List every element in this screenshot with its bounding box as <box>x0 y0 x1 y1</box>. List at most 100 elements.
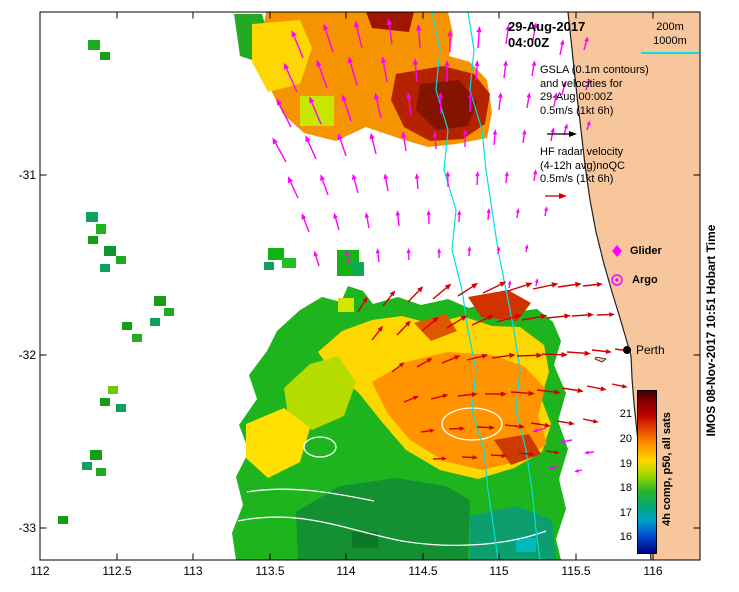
gsla-velocity-arrow <box>492 129 498 146</box>
hf-radar-velocity-arrow <box>432 283 452 300</box>
gsla-velocity-arrow <box>585 78 590 91</box>
gsla-velocity-arrow <box>432 131 438 150</box>
gsla-velocity-arrow <box>563 123 568 136</box>
hf-radar-velocity-arrow <box>596 312 615 317</box>
hf-radar-velocity-arrow <box>545 450 560 455</box>
hf-radar-velocity-arrow <box>566 350 591 356</box>
gsla-velocity-arrow <box>352 173 359 194</box>
hf-radar-velocity-arrow <box>541 352 568 358</box>
gsla-velocity-arrow <box>505 24 511 45</box>
x-tick-label: 113 <box>183 564 203 578</box>
hf-radar-velocity-arrow <box>504 424 525 429</box>
gsla-velocity-arrow <box>333 212 340 231</box>
gsla-velocity-arrow <box>354 20 363 49</box>
gsla-velocity-arrow <box>583 36 589 51</box>
x-tick-label: 113.5 <box>255 564 285 578</box>
hf-radar-velocity-arrow <box>441 355 461 364</box>
gsla-velocity-arrow <box>380 56 388 83</box>
gsla-velocity-arrow <box>507 280 512 289</box>
imos-watermark: IMOS 08-Nov-2017 10:51 Hobart Time <box>704 224 718 437</box>
plot-frame <box>39 11 701 561</box>
gsla-velocity-arrow <box>534 278 539 287</box>
map-title-time: 04:00Z <box>508 35 550 50</box>
hf-radar-velocity-arrow <box>507 282 533 292</box>
gsla-velocity-arrow <box>468 92 473 113</box>
hf-radar-velocity-arrow <box>457 392 478 397</box>
depth-legend-1000m: 1000m <box>653 34 687 47</box>
hf-radar-velocity-arrow <box>510 390 535 396</box>
gsla-velocity-arrow <box>323 23 334 53</box>
gsla-velocity-arrow <box>437 248 442 259</box>
gsla-velocity-arrow <box>522 129 527 144</box>
hf-radar-velocity-arrow <box>485 391 507 397</box>
gsla-velocity-arrow <box>386 18 393 45</box>
axis-tick-marks <box>39 12 700 560</box>
gsla-velocity-arrow <box>531 60 537 77</box>
hf-radar-velocity-arrow <box>471 315 494 326</box>
hf-radar-velocity-arrow <box>546 313 571 319</box>
gsla-velocity-arrow <box>462 129 468 148</box>
x-tick-label: 116 <box>643 564 663 578</box>
perth-city-dot <box>623 346 631 354</box>
gsla-velocity-arrow <box>301 213 310 233</box>
gsla-velocity-arrow <box>586 120 591 131</box>
hf-radar-velocity-arrow <box>482 281 507 294</box>
depth-legend-200m: 200m <box>656 21 684 33</box>
hf-radar-velocity-arrow <box>536 389 561 395</box>
gsla-velocity-arrow <box>524 244 529 253</box>
gsla-velocity-arrow <box>559 39 565 56</box>
gsla-velocity-arrow <box>284 62 298 93</box>
x-tick-label: 114 <box>336 564 356 578</box>
gsla-velocity-arrow <box>383 173 389 192</box>
hf-radar-velocity-arrow <box>518 451 535 457</box>
map-title-date: 29-Aug-2017 <box>508 19 586 34</box>
gsla-velocity-arrow <box>476 26 482 49</box>
hf-radar-velocity-arrow <box>521 313 548 321</box>
sst-field-south <box>232 286 568 560</box>
gsla-velocity-arrow <box>584 450 595 455</box>
gsla-velocity-arrow <box>574 469 583 473</box>
hf-radar-velocity-arrow <box>461 455 478 460</box>
y-tick-label: -31 <box>18 168 36 182</box>
hf-radar-velocity-arrow <box>571 312 594 318</box>
hf-radar-velocity-arrow <box>561 387 584 393</box>
gsla-velocity-arrow <box>548 465 559 470</box>
gsla-velocity-arrow <box>447 30 453 52</box>
gsla-velocity-arrow <box>526 92 531 109</box>
hf-radar-velocity-arrow <box>556 420 575 426</box>
gsla-velocity-arrow <box>401 131 407 152</box>
hf-radar-velocity-arrow <box>557 281 582 288</box>
hf-radar-velocity-arrow <box>371 325 384 341</box>
x-tick-label: 114.5 <box>408 564 438 578</box>
hf-radar-velocity-arrow <box>432 456 447 461</box>
gsla-velocity-arrow <box>316 59 328 89</box>
gsla-velocity-arrow <box>309 96 322 125</box>
colorbar-tick: 18 <box>619 482 632 494</box>
gsla-velocity-arrow <box>437 92 443 115</box>
gsla-velocity-arrow <box>474 60 480 81</box>
hf-annotation-line: 0.5m/s (1kt 6h) <box>540 173 614 185</box>
colorbar-tick: 17 <box>619 507 632 519</box>
gsla-velocity-arrow <box>497 92 503 111</box>
gsla-annotation-line: 0.5m/s (1kt 6h) <box>540 104 614 117</box>
gsla-velocity-arrow <box>503 60 508 79</box>
hf-radar-velocity-arrow <box>430 393 449 400</box>
gsla-velocity-arrow <box>406 92 412 117</box>
hf-radar-velocity-arrow <box>382 290 396 307</box>
colorbar-tick: 16 <box>619 531 632 543</box>
gsla-velocity-arrow <box>395 210 401 227</box>
gsla-velocity-arrow <box>414 173 420 190</box>
velocity-vector-layer <box>272 18 631 473</box>
gsla-annotation-line: and velocities for <box>540 77 623 90</box>
hf-radar-velocity-arrow <box>490 453 507 458</box>
gsla-velocity-arrow <box>560 439 573 444</box>
x-tick-label: 112.5 <box>102 564 132 578</box>
y-tick-label: -33 <box>18 521 36 535</box>
hf-radar-velocity-arrow <box>448 426 465 431</box>
gsla-velocity-arrow <box>532 427 547 433</box>
argo-label: Argo <box>632 274 658 286</box>
hf-radar-velocity-arrow <box>611 383 628 389</box>
hf-radar-velocity-arrow <box>516 352 543 358</box>
hf-radar-velocity-arrow <box>591 349 612 354</box>
